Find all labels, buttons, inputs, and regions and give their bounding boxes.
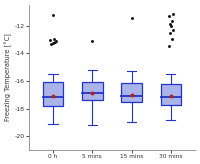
Y-axis label: Freezing Temperature [°C]: Freezing Temperature [°C] bbox=[5, 33, 12, 121]
Bar bbox=[82, 82, 103, 100]
Bar bbox=[161, 84, 181, 105]
Bar bbox=[121, 83, 142, 102]
Bar bbox=[43, 82, 63, 106]
